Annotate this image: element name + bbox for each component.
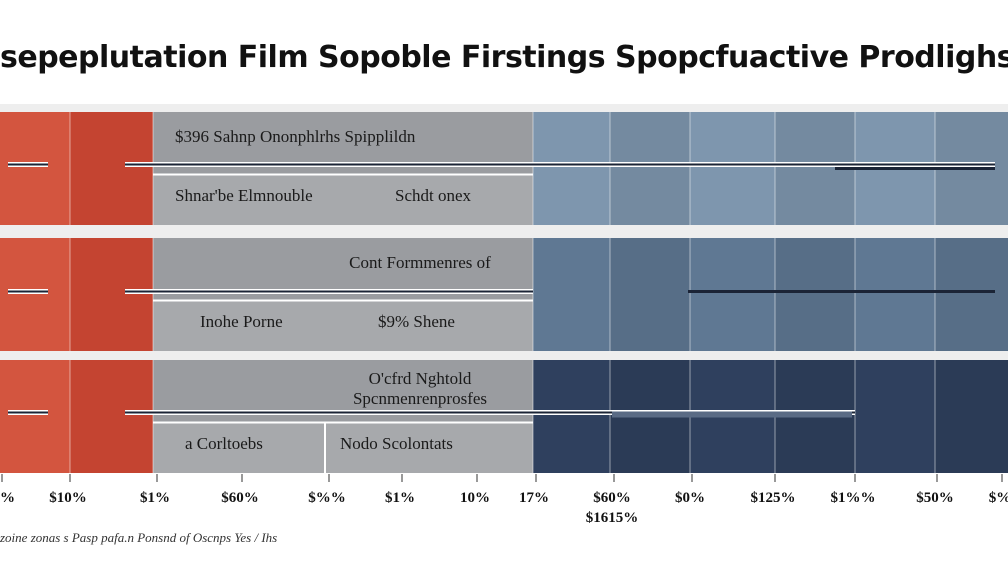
cell-label-bottom: Shnar'be Elmnouble (175, 186, 313, 205)
gray-block-lower (153, 174, 533, 225)
x-tick-label: $0% (675, 490, 705, 506)
x-tick-label: 17% (519, 490, 549, 506)
blue-segment (533, 112, 610, 225)
chart-background (0, 104, 1008, 473)
x-tick-label: $125% (751, 490, 796, 506)
blue-block (533, 238, 1008, 351)
cell-label-top: O'cfrd Nghtold (369, 369, 472, 388)
cell-label-top: Spcnmenrenprosfes (353, 389, 487, 408)
cell-label-top: $396 Sahnp Ononphlrhs Spipplildn (175, 127, 416, 146)
x-tick-label: % (0, 490, 15, 506)
blue-segment (935, 238, 1008, 351)
x-tick-label: $1%% (831, 490, 876, 506)
blue-segment (690, 238, 775, 351)
blue-segment (855, 360, 935, 473)
chart-title: sepeplutation Film Sopoble Firstings Spo… (0, 40, 1008, 75)
blue-segment (533, 360, 610, 473)
x-tick-label: $50% (916, 490, 954, 506)
x-tick-label: $% (989, 490, 1008, 506)
blue-segment (610, 238, 690, 351)
red-bar-right (70, 238, 153, 351)
blue-segment (610, 112, 690, 225)
red-bar-left (0, 112, 70, 225)
red-bar-left (0, 238, 70, 351)
chart-footnote: zoine zonas s Pasp pafa.n Ponsnd of Oscn… (0, 530, 278, 545)
cell-label-bottom: a Corltoebs (185, 434, 263, 453)
red-bar-right (70, 360, 153, 473)
cell-label-top: Cont Formmenres of (349, 253, 491, 272)
chart-x-ticks: % $10% $1% $60% $%% $1% 10% 17% $60% $0% $125% $1%%… (0, 474, 1008, 526)
cell-label-bottom: $9% Shene (378, 312, 455, 331)
blue-segment (690, 112, 775, 225)
x-tick-label: $10% (49, 490, 87, 506)
chart-lines (8, 162, 995, 418)
cell-label-bottom: Schdt onex (395, 186, 472, 205)
blue-segment (935, 360, 1008, 473)
gray-block-lower (153, 422, 533, 473)
cell-label-bottom: Nodo Scolontats (340, 434, 453, 453)
x-tick-label: 10% (460, 490, 490, 506)
cell-label-bottom: Inohe Porne (200, 312, 283, 331)
gray-block-lower (153, 300, 533, 351)
red-bar-left (0, 360, 70, 473)
blue-segment (533, 238, 610, 351)
blue-segment (775, 238, 855, 351)
x-tick-label: $60% (221, 490, 259, 506)
x-tick-label: $%% (308, 490, 346, 506)
x-tick-label: $60% (593, 490, 631, 506)
x-tick-label: $1% (140, 490, 170, 506)
x-tick-label-extra: $1615% (586, 510, 639, 526)
x-tick-label: $1% (385, 490, 415, 506)
blue-segment (855, 238, 935, 351)
red-bar-right (70, 112, 153, 225)
chart-cell-labels: $396 Sahnp Ononphlrhs Spipplildn Shnar'be… (175, 127, 491, 453)
